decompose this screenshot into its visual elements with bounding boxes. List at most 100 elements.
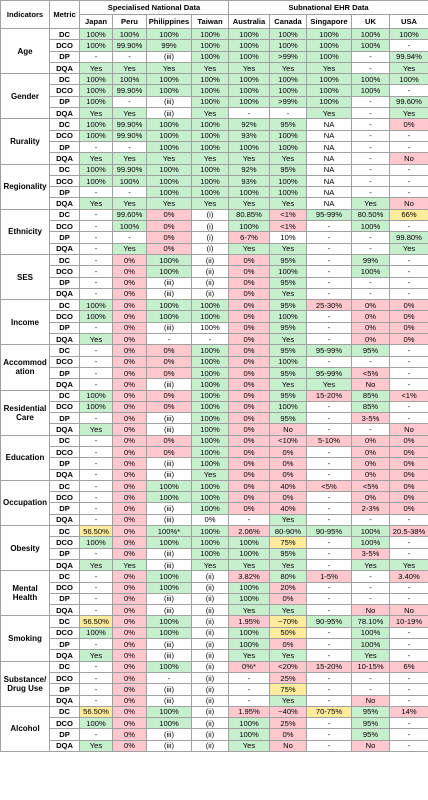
value-cell: Yes	[228, 61, 270, 75]
value-cell: 100%	[191, 457, 229, 470]
table-row: DCO 100% 99.90% 100% 100% 93% 100% NA - -	[1, 129, 428, 142]
value-cell: 100%	[269, 265, 307, 278]
indicator-cell: Ethnicity	[0, 208, 50, 255]
value-cell: 100%	[191, 73, 229, 86]
value-cell: 0%	[112, 321, 147, 335]
table-row: DCO -0% 100% (ii) 100% 20% - - -	[1, 581, 428, 594]
value-cell: 99.90%	[112, 118, 147, 131]
value-cell: -	[351, 592, 390, 606]
value-cell: -	[306, 457, 352, 470]
value-cell: 100%	[306, 50, 352, 63]
value-cell: 95-99%	[306, 344, 352, 357]
table-row: DCO 100% 99.90% 99% 100% 100% 100% 100% 100% -	[1, 39, 428, 52]
value-cell: -	[79, 434, 113, 447]
value-cell: 6-7%	[228, 231, 270, 244]
value-cell: 10%	[269, 231, 307, 244]
value-cell: >99%	[269, 95, 307, 109]
value-cell: 100%	[79, 163, 113, 176]
value-cell: 100%	[79, 717, 113, 730]
value-cell: -	[79, 660, 113, 673]
value-cell: -	[351, 683, 390, 696]
value-cell: 100%	[79, 400, 113, 414]
value-cell: No	[269, 739, 307, 753]
value-cell: Yes	[269, 513, 307, 527]
value-cell: (i)	[191, 242, 229, 255]
value-cell: 100%	[351, 84, 390, 97]
value-cell: Yes	[228, 739, 270, 753]
group-header: Specialised National Data	[79, 0, 229, 15]
value-cell: 40%	[269, 479, 307, 493]
value-cell: No	[388, 423, 428, 436]
value-cell: 0%	[228, 400, 270, 414]
value-cell: -	[79, 378, 113, 391]
value-cell: -	[112, 186, 147, 199]
metric-cell: DCO	[49, 445, 80, 459]
value-cell: Yes	[228, 197, 270, 210]
value-cell: 100%	[191, 400, 229, 414]
table-row: Accommodation DC -0% 0% 100% 0% 95% 95-99% 95% -	[0, 344, 428, 391]
value-cell: Yes	[388, 558, 428, 572]
value-cell: 100%	[191, 525, 229, 538]
value-cell: (ii)	[191, 592, 229, 606]
value-cell: 100%	[388, 73, 428, 86]
value-cell: (iii)	[146, 107, 192, 120]
table-row: DQA -0% (iii) Yes 0% 0% -0% 0%	[1, 468, 428, 481]
value-cell: 0%	[112, 525, 147, 538]
metric-cell: DP	[49, 638, 80, 651]
value-cell: 100%	[146, 717, 192, 730]
value-cell: -	[79, 479, 113, 493]
value-cell: 0%	[388, 468, 428, 481]
value-cell: 80%	[269, 570, 307, 583]
value-cell: 99.90%	[112, 84, 147, 97]
value-cell: -	[351, 140, 390, 154]
value-cell: 100%	[351, 536, 390, 549]
value-cell: -	[388, 276, 428, 289]
value-cell: -	[306, 592, 352, 606]
value-cell: No	[351, 378, 390, 391]
value-cell: Yes	[269, 649, 307, 662]
value-cell: 0%	[112, 265, 147, 278]
table-row: Income DC 100% 0% 100% 100% 0% 95% 25-30% 0% 0%	[0, 299, 428, 346]
value-cell: 0%	[388, 491, 428, 504]
value-cell: Yes	[388, 107, 428, 120]
value-cell: 0%	[112, 378, 147, 391]
metric-cell: DQA	[49, 61, 80, 75]
value-cell: 0%	[112, 739, 147, 753]
value-cell: 0%	[146, 434, 192, 447]
value-cell: -	[388, 581, 428, 594]
value-cell: -	[112, 95, 147, 109]
value-cell: 100%	[269, 310, 307, 323]
value-cell: 100%	[306, 39, 352, 52]
value-cell: 0%	[146, 389, 192, 402]
value-cell: 93%	[228, 129, 270, 142]
value-cell: Yes	[79, 107, 113, 120]
value-cell: 56.50%	[79, 525, 113, 538]
metric-cell: DCO	[49, 310, 80, 323]
value-cell: -	[388, 140, 428, 154]
metric-cell: DC	[49, 163, 80, 176]
value-cell: (ii)	[191, 604, 229, 617]
value-cell: 0%	[269, 728, 307, 741]
value-cell: -	[228, 694, 270, 707]
value-cell: 95%	[269, 299, 307, 312]
value-cell: 100%	[269, 174, 307, 188]
value-cell: 0%*	[228, 660, 270, 673]
value-cell: (iii)	[146, 378, 192, 391]
value-cell: (iii)	[146, 558, 192, 572]
table-row: DCO 100% 100% 100% 100% 93% 100% NA - -	[1, 174, 428, 188]
value-cell: Yes	[191, 558, 229, 572]
table-row: DCO -0% 0% 100% 0% 0% -0% 0%	[1, 445, 428, 459]
value-cell: 0%	[112, 638, 147, 651]
indicator-cell: Accommodation	[0, 344, 50, 391]
table-row: DQA -0% (iii) 100% 0% Yes Yes No -	[1, 378, 428, 391]
value-cell: 0%	[112, 423, 147, 436]
value-cell: -	[79, 265, 113, 278]
value-cell: Yes	[79, 558, 113, 572]
value-cell: (ii)	[191, 287, 229, 301]
value-cell: -	[306, 423, 352, 436]
value-cell: -	[388, 265, 428, 278]
value-cell: Yes	[146, 197, 192, 210]
value-cell: Yes	[112, 558, 147, 572]
value-cell: 100%	[228, 547, 270, 560]
value-cell: 0%	[351, 310, 390, 323]
